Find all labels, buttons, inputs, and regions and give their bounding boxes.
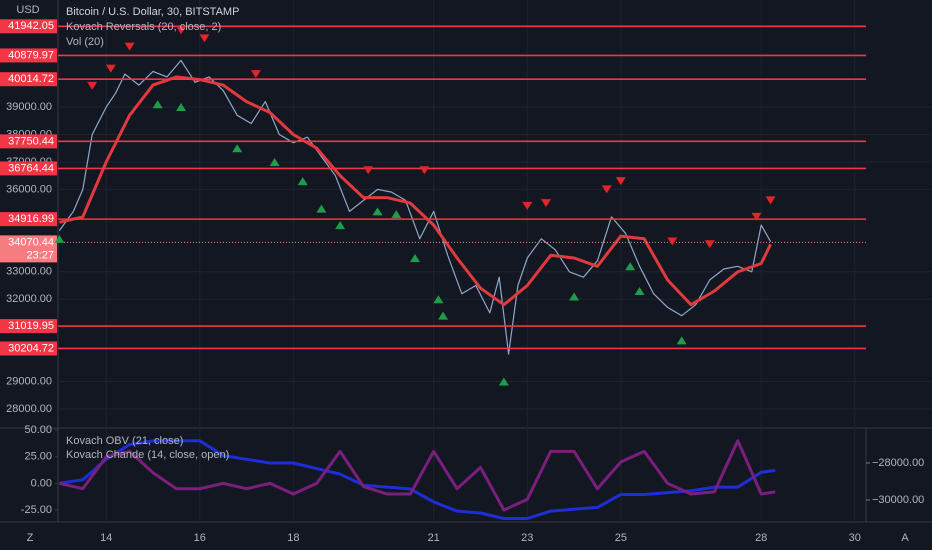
series-line	[58, 59, 772, 355]
level-label: 30204.72	[8, 342, 54, 354]
reversal-down-marker	[540, 199, 551, 208]
reversal-down-marker	[751, 212, 762, 221]
reversal-up-marker	[433, 295, 444, 304]
reversal-up-marker	[152, 100, 163, 109]
x-tick-label: 21	[428, 532, 440, 544]
level-label-box	[0, 161, 57, 176]
countdown-label: 23:27	[26, 249, 54, 261]
reversal-up-marker	[316, 204, 327, 213]
y-tick-label: -25.00	[21, 504, 52, 516]
reversal-up-marker	[498, 377, 509, 386]
reversal-up-marker	[297, 177, 308, 186]
level-label: 37750.44	[8, 135, 54, 147]
last-price-label: 34070.44	[8, 236, 54, 248]
y-tick-label: 25.00	[24, 451, 52, 463]
currency-label: USD	[16, 4, 39, 16]
chart-title: Bitcoin / U.S. Dollar, 30, BITSTAMP	[66, 6, 239, 18]
series-line	[59, 439, 776, 512]
y2-tick-label: −30000.00	[872, 494, 924, 506]
y-tick-label: 39000.00	[6, 101, 52, 113]
reversal-up-marker	[409, 254, 420, 263]
level-label: 40014.72	[8, 73, 54, 85]
x-tick-label: 18	[287, 532, 299, 544]
legend-entry: Kovach OBV (21, close)	[66, 435, 183, 447]
level-label: 40879.97	[8, 49, 54, 61]
reversal-down-marker	[615, 177, 626, 186]
reversal-up-marker	[176, 103, 187, 112]
reversal-down-marker	[419, 166, 430, 175]
reversal-down-marker	[522, 201, 533, 210]
x-tick-label: 14	[100, 532, 112, 544]
indicator-label: Kovach Reversals (20, close, 2)	[66, 21, 221, 33]
indicator-label: Vol (20)	[66, 36, 104, 48]
x-tick-label: 16	[194, 532, 206, 544]
level-label-box	[0, 212, 57, 227]
y-tick-label: 32000.00	[6, 293, 52, 305]
reversal-down-marker	[176, 26, 187, 35]
reversal-down-marker	[87, 81, 98, 90]
level-label: 31019.95	[8, 320, 54, 332]
reversal-up-marker	[625, 262, 636, 271]
level-label-box	[0, 72, 57, 87]
level-label-box	[0, 48, 57, 63]
y-tick-label: 36000.00	[6, 183, 52, 195]
legend-entry: Kovach Chande (14, close, open)	[66, 449, 229, 461]
reversal-down-marker	[363, 166, 374, 175]
x-tick-label: 30	[849, 532, 861, 544]
reversal-down-marker	[704, 240, 715, 249]
level-label: 36764.44	[8, 162, 54, 174]
reversal-up-marker	[335, 221, 346, 230]
level-label-box	[0, 134, 57, 149]
reversal-up-marker	[676, 336, 687, 345]
reversal-down-marker	[601, 185, 612, 194]
reversal-up-marker	[269, 157, 280, 166]
level-label-box	[0, 19, 57, 34]
level-label: 41942.05	[8, 20, 54, 32]
x-tick-label: 25	[615, 532, 627, 544]
reversal-up-marker	[232, 144, 243, 153]
series-line	[59, 439, 776, 520]
reversal-down-marker	[765, 196, 776, 205]
y-tick-label: 29000.00	[6, 375, 52, 387]
reversal-up-marker	[372, 207, 383, 216]
reversal-up-marker	[634, 286, 645, 295]
reversal-down-marker	[124, 42, 135, 51]
zoom-button[interactable]: Z	[27, 532, 34, 544]
reversal-up-marker	[438, 311, 449, 320]
auto-scale-button[interactable]: A	[901, 532, 909, 544]
y-tick-label: 50.00	[24, 424, 52, 436]
reversal-down-marker	[199, 34, 210, 43]
level-label: 34916.99	[8, 213, 54, 225]
y2-tick-label: −28000.00	[872, 457, 924, 469]
reversal-down-marker	[250, 70, 261, 79]
level-label-box	[0, 341, 57, 356]
x-tick-label: 23	[521, 532, 533, 544]
series-line	[59, 75, 772, 307]
y-tick-label: 28000.00	[6, 403, 52, 415]
reversal-up-marker	[54, 234, 65, 243]
reversal-down-marker	[105, 64, 116, 73]
x-tick-label: 28	[755, 532, 767, 544]
y-tick-label: 33000.00	[6, 266, 52, 278]
reversal-down-marker	[667, 237, 678, 246]
y-tick-label: 0.00	[31, 477, 52, 489]
level-label-box	[0, 319, 57, 334]
last-price-box	[0, 235, 57, 263]
reversal-up-marker	[391, 210, 402, 219]
reversal-up-marker	[569, 292, 580, 301]
